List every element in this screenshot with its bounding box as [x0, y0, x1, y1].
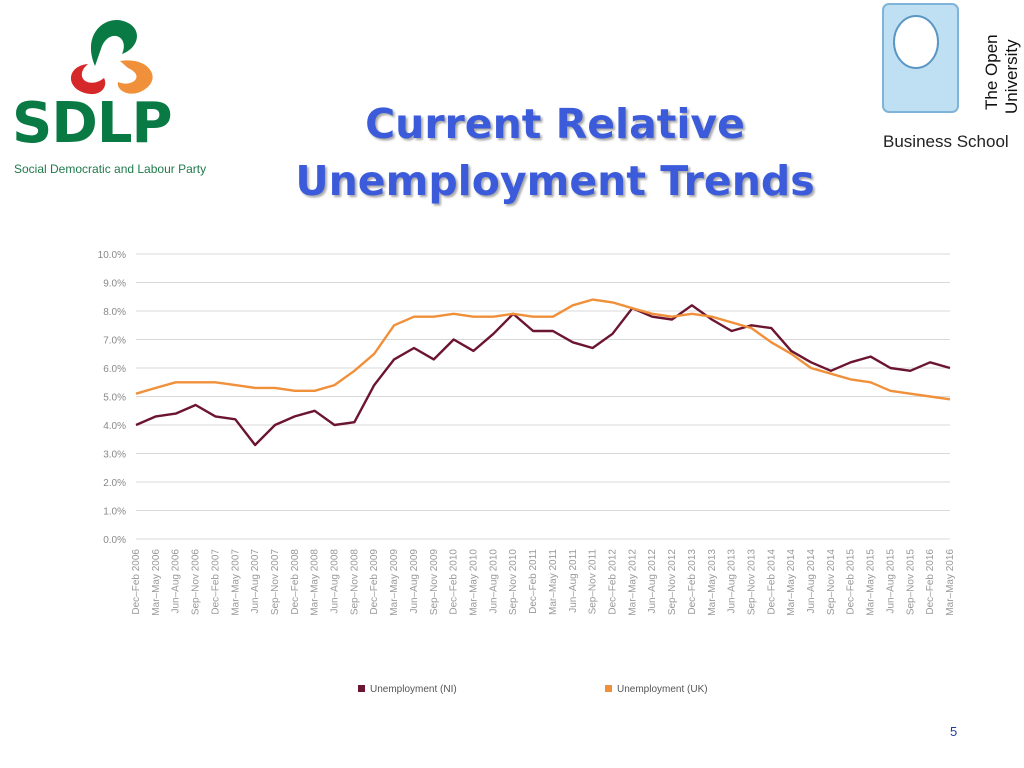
y-tick-label: 4.0%	[103, 421, 126, 432]
x-tick-label: Mar–May 2015	[866, 549, 877, 616]
sdlp-logo	[70, 20, 153, 95]
x-tick-label: Jun–Aug 2014	[806, 549, 817, 614]
x-tick-label: Dec–Feb 2015	[846, 549, 857, 615]
x-tick-label: Mar–May 2016	[945, 549, 956, 616]
x-tick-label: Sep–Nov 2014	[826, 549, 837, 616]
x-tick-label: Jun–Aug 2010	[488, 549, 499, 614]
x-tick-label: Jun–Aug 2009	[409, 549, 420, 614]
y-tick-label: 10.0%	[98, 250, 126, 261]
open-university-name-line-2: University	[1002, 39, 1021, 114]
slide-title-line-1: Current Relative	[365, 100, 745, 148]
y-tick-label: 1.0%	[103, 507, 126, 518]
x-tick-label: Dec–Feb 2011	[528, 549, 539, 614]
x-tick-label: Sep–Nov 2010	[508, 549, 519, 616]
page-number: 5	[950, 724, 958, 739]
slide-title: Current Relative Unemployment Trends	[255, 96, 855, 210]
sdlp-logo-red-swirl	[70, 64, 106, 95]
x-tick-label: Sep–Nov 2008	[349, 549, 360, 616]
x-tick-label: Dec–Feb 2012	[607, 549, 618, 615]
x-tick-label: Mar–May 2010	[469, 549, 480, 616]
x-tick-label: Sep–Nov 2012	[667, 549, 678, 616]
y-tick-label: 9.0%	[103, 279, 126, 290]
sdlp-logo-orange-swirl	[117, 60, 153, 94]
x-tick-label: Mar–May 2006	[151, 549, 162, 616]
open-university-logo	[882, 3, 959, 113]
y-tick-label: 6.0%	[103, 364, 126, 375]
legend-label: Unemployment (UK)	[617, 684, 708, 695]
x-tick-label: Jun–Aug 2007	[250, 549, 261, 614]
open-university-shield-hole	[893, 15, 939, 69]
x-tick-label: Sep–Nov 2013	[746, 549, 757, 616]
x-tick-label: Dec–Feb 2009	[369, 549, 380, 615]
y-tick-label: 8.0%	[103, 307, 126, 318]
legend-swatch	[358, 685, 365, 692]
x-tick-label: Dec–Feb 2008	[290, 549, 301, 615]
x-tick-label: Jun–Aug 2012	[647, 549, 658, 614]
x-tick-label: Jun–Aug 2008	[330, 549, 341, 614]
x-tick-label: Mar–May 2011	[548, 549, 559, 615]
x-tick-label: Dec–Feb 2014	[766, 549, 777, 615]
x-tick-label: Mar–May 2014	[786, 549, 797, 616]
x-tick-label: Mar–May 2007	[230, 549, 241, 616]
x-tick-label: Jun–Aug 2013	[727, 549, 738, 614]
open-university-name: The Open University	[983, 34, 1021, 114]
slide-title-line-2: Unemployment Trends	[295, 157, 815, 205]
y-tick-label: 0.0%	[103, 535, 126, 546]
series-line	[135, 304, 951, 447]
x-tick-label: Sep–Nov 2011	[588, 549, 599, 615]
y-tick-label: 2.0%	[103, 478, 126, 489]
x-tick-label: Dec–Feb 2006	[131, 549, 142, 615]
x-tick-label: Mar–May 2008	[310, 549, 321, 616]
x-tick-label: Sep–Nov 2009	[429, 549, 440, 616]
x-tick-label: Dec–Feb 2010	[449, 549, 460, 615]
x-tick-label: Jun–Aug 2015	[885, 549, 896, 614]
open-university-name-line-1: The Open	[983, 34, 1001, 110]
sdlp-logo-green-swirl	[90, 20, 137, 66]
x-tick-label: Jun–Aug 2006	[171, 549, 182, 614]
x-tick-label: Jun–Aug 2011	[568, 549, 579, 613]
x-tick-label: Sep–Nov 2007	[270, 549, 281, 616]
legend-swatch	[605, 685, 612, 692]
x-tick-label: Dec–Feb 2013	[687, 549, 698, 615]
unemployment-line-chart: 0.0% 1.0% 2.0% 3.0% 4.0% 5.0% 6.0% 7.0% 8.0% 9.0%…	[98, 250, 956, 695]
x-tick-label: Dec–Feb 2007	[210, 549, 221, 615]
y-tick-label: 3.0%	[103, 450, 126, 461]
sdlp-logo-subtitle: Social Democratic and Labour Party	[14, 162, 207, 176]
x-tick-label: Sep–Nov 2015	[905, 549, 916, 616]
x-tick-label: Dec–Feb 2016	[925, 549, 936, 615]
open-university-school: Business School	[883, 132, 1009, 151]
x-tick-label: Mar–May 2013	[707, 549, 718, 616]
x-tick-label: Sep–Nov 2006	[191, 549, 202, 616]
series-line	[135, 298, 951, 401]
y-tick-label: 5.0%	[103, 393, 126, 404]
y-tick-label: 7.0%	[103, 336, 126, 347]
x-tick-label: Mar–May 2009	[389, 549, 400, 616]
x-tick-label: Mar–May 2012	[627, 549, 638, 616]
sdlp-logo-text: SDLP	[12, 91, 173, 156]
legend-label: Unemployment (NI)	[370, 684, 457, 695]
